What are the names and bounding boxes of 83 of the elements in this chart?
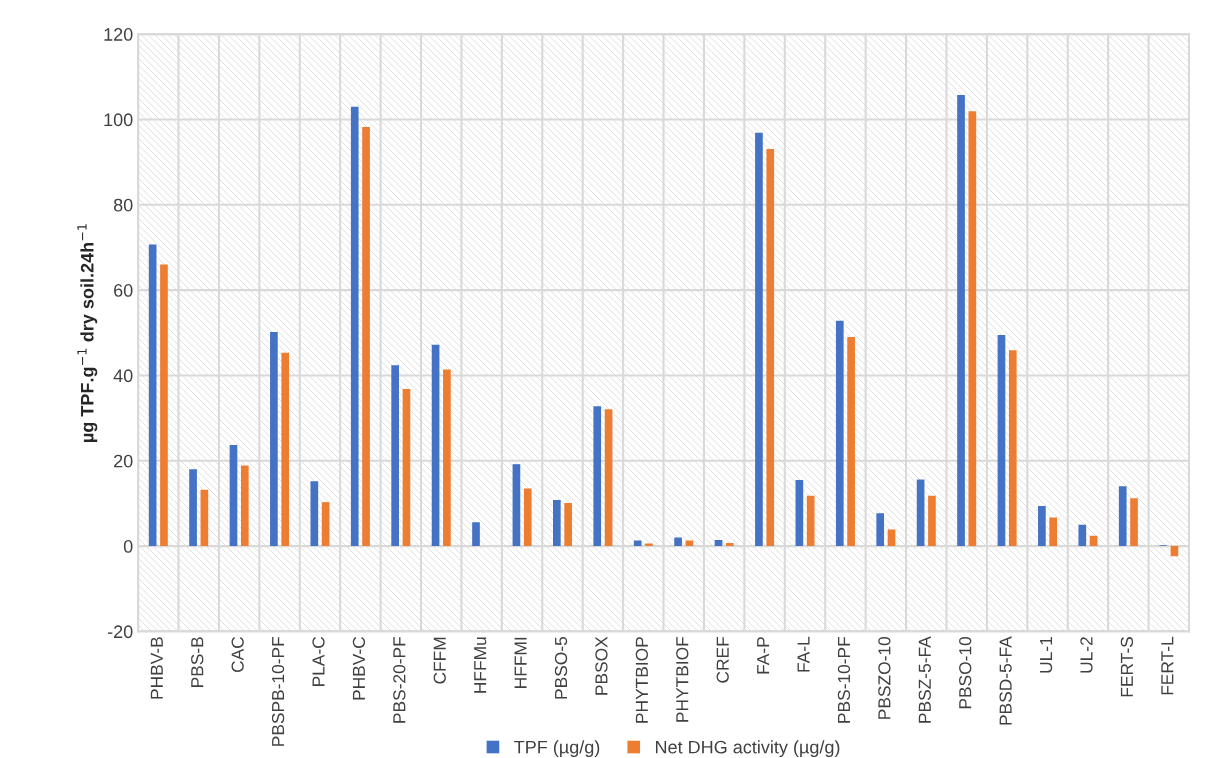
x-tick-label: PBSO-10: [959, 636, 972, 709]
x-tick-label: FA-P: [757, 637, 770, 674]
x-tick-label: PBSZO-10: [878, 636, 891, 719]
bar: [402, 389, 411, 547]
y-tick-label: 20: [114, 454, 133, 468]
x-tick-label: UL-1: [1040, 637, 1053, 673]
y-tick-label: 0: [123, 540, 133, 553]
bar: [766, 148, 775, 547]
bar: [281, 352, 290, 547]
x-tick-label: CAC: [231, 636, 244, 673]
bar: [553, 500, 561, 547]
x-tick-label: HFFMI: [514, 637, 527, 688]
x-tick-label: CREF: [716, 636, 729, 683]
x-tick-label: PBSPB-10-PF: [271, 636, 285, 746]
bar: [391, 365, 399, 547]
bar: [200, 489, 209, 547]
bar: [1008, 350, 1017, 547]
bar: [806, 495, 815, 547]
x-tick-label: PBSO-5: [554, 637, 568, 699]
bar: [928, 495, 936, 547]
bar: [160, 264, 168, 547]
bar: [1130, 498, 1138, 547]
bar: [674, 537, 682, 547]
bar: [1049, 517, 1058, 547]
x-tick-label: PBSOX: [595, 636, 608, 695]
x-tick-label: PBSD-5-FA: [999, 636, 1012, 725]
bar: [321, 502, 330, 547]
x-tick-label: HFFMu: [474, 637, 487, 693]
x-tick-label: PBS-B: [191, 637, 204, 687]
legend-label: Net DHG activity (µg/g): [655, 740, 840, 758]
bar: [795, 479, 804, 547]
bar: [997, 334, 1006, 547]
bar: [1118, 486, 1127, 547]
bar: [887, 529, 896, 547]
x-tick-label: CFFM: [433, 637, 446, 684]
y-axis-title: µg TPF.g$^{−1}$ dry soil.24h$^{−1}$: [77, 224, 98, 442]
bar: [604, 409, 613, 547]
bar: [968, 111, 977, 547]
bar: [593, 406, 602, 547]
bar: [1078, 524, 1087, 547]
x-tick-label: PHYTBIOF: [676, 636, 689, 722]
x-tick-label: UL-2: [1080, 637, 1093, 673]
bar: [431, 344, 440, 547]
x-tick-label: FERT-L: [1161, 636, 1174, 695]
y-tick-label: 40: [113, 369, 133, 383]
bar: [148, 244, 157, 547]
bar: [564, 502, 572, 547]
bar: [270, 331, 278, 547]
x-tick-label: PHBV-B: [150, 637, 163, 699]
bar: [876, 513, 885, 547]
bar: [512, 464, 521, 547]
bar: [443, 369, 451, 547]
bar: [847, 337, 855, 547]
x-tick-label: PLA-C: [312, 636, 325, 686]
x-tick-label: PBS-10-PF: [837, 636, 851, 723]
bar: [229, 444, 238, 547]
y-tick-label: 60: [114, 284, 133, 297]
x-tick-label: PHYTBIOP: [635, 637, 648, 723]
bar: [755, 132, 763, 547]
y-tick-label: -20: [107, 625, 133, 639]
bar: [916, 479, 925, 547]
y-tick-label: 120: [104, 28, 133, 41]
bar: [362, 127, 370, 547]
x-tick-label: PBS-20-PF: [393, 636, 406, 723]
bar: [240, 465, 249, 547]
bar: [835, 320, 844, 547]
bar: [189, 469, 197, 547]
x-tick-label: PBSZ-5-FA: [918, 636, 931, 723]
bar: [523, 488, 532, 547]
bar: [310, 481, 319, 547]
x-tick-label: PHBV-C: [352, 636, 366, 700]
bar: [725, 543, 734, 547]
legend-label: TPF (µg/g): [514, 740, 600, 758]
bar: [472, 522, 480, 547]
bar: [350, 106, 359, 547]
y-tick-label: 80: [113, 198, 133, 212]
bar: [633, 540, 642, 547]
x-tick-label: FERT-S: [1120, 637, 1134, 697]
y-tick-label: 100: [104, 113, 133, 127]
bar: [714, 540, 723, 547]
bar: [957, 95, 965, 547]
bar: [1038, 505, 1046, 547]
x-tick-label: FA-L: [797, 636, 810, 672]
